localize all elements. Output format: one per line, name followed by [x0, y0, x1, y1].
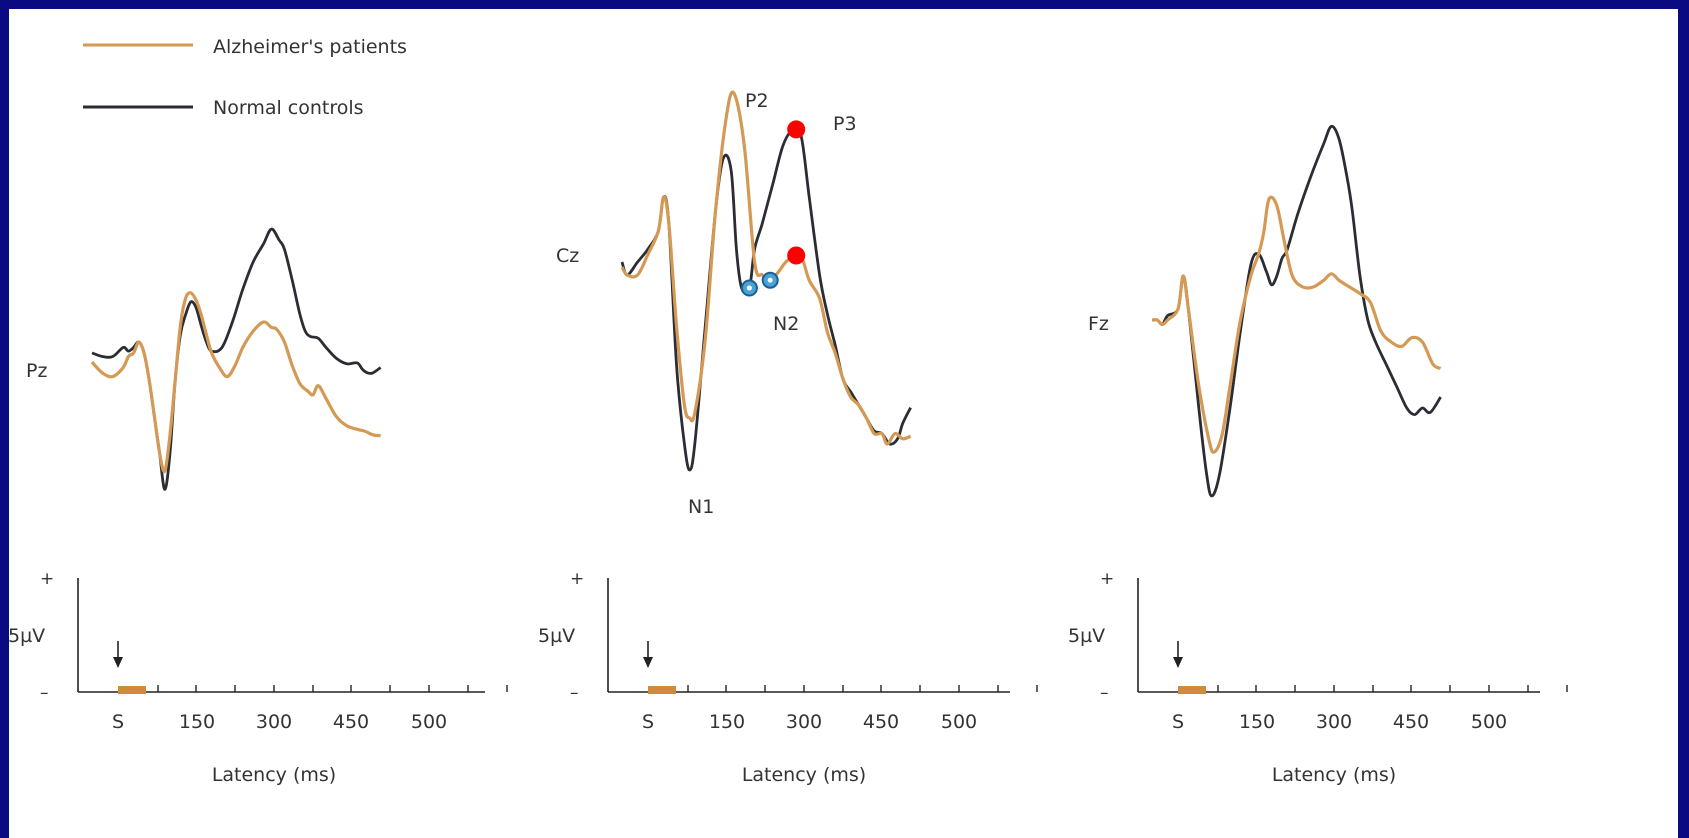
p3-marker: [787, 120, 806, 139]
legend-alzheimer-label: Alzheimer's patients: [213, 36, 407, 58]
stimulus-arrow-head: [1173, 657, 1183, 668]
scale-minus-label: –: [40, 683, 49, 703]
latency-axis-title: Latency (ms): [742, 764, 866, 786]
peak-label-n2: N2: [773, 313, 799, 335]
latency-tick-label: 450: [333, 711, 369, 733]
scale-plus-label: +: [570, 569, 584, 589]
trace-pz-alzheimer: [90, 291, 381, 474]
electrode-label-cz: Cz: [556, 245, 579, 267]
latency-axis-title: Latency (ms): [212, 764, 336, 786]
peak-label-p3: P3: [833, 113, 857, 135]
latency-tick-label: 500: [941, 711, 977, 733]
peak-label-p2: P2: [745, 90, 769, 112]
trace-fz-alzheimer: [1151, 195, 1442, 454]
legend-normal-label: Normal controls: [213, 97, 364, 119]
latency-tick-label: S: [642, 711, 654, 733]
scale-value-label: 5µV: [9, 625, 45, 647]
scale-minus-label: –: [570, 683, 579, 703]
latency-tick-label: 150: [179, 711, 215, 733]
latency-tick-label: 300: [256, 711, 292, 733]
n2-marker-center: [767, 277, 773, 283]
peak-label-n1: N1: [688, 496, 714, 518]
latency-tick-label: 300: [786, 711, 822, 733]
peak-markers: [740, 120, 806, 297]
erp-traces: [90, 90, 1442, 498]
stimulus-arrow-head: [643, 657, 653, 668]
erp-figure: Alzheimer's patients Normal controls Pz …: [9, 36, 1568, 786]
latency-tick-label: 500: [411, 711, 447, 733]
electrode-label-pz: Pz: [26, 360, 47, 382]
latency-tick-label: S: [1172, 711, 1184, 733]
latency-tick-label: 300: [1316, 711, 1352, 733]
latency-tick-label: 150: [1239, 711, 1275, 733]
scale-axes: +5µV – S 150 300 450 500 Latency (ms) +5µV – S 150 3…: [9, 569, 1568, 786]
trace-fz-normal: [1151, 124, 1442, 498]
latency-tick-label: 150: [709, 711, 745, 733]
p3-marker: [787, 246, 806, 265]
latency-tick-label: 500: [1471, 711, 1507, 733]
scale-plus-label: +: [40, 569, 54, 589]
scale-minus-label: –: [1100, 683, 1109, 703]
scale-plus-label: +: [1100, 569, 1114, 589]
stimulus-bar: [648, 686, 676, 694]
latency-tick-label: 450: [863, 711, 899, 733]
scale-value-label: 5µV: [1068, 625, 1105, 647]
stimulus-arrow-head: [113, 657, 123, 668]
stimulus-bar: [1178, 686, 1206, 694]
trace-cz-alzheimer: [620, 90, 912, 446]
latency-axis-title: Latency (ms): [1272, 764, 1396, 786]
stimulus-bar: [118, 686, 146, 694]
electrode-label-fz: Fz: [1088, 313, 1109, 335]
scale-value-label: 5µV: [538, 625, 575, 647]
figure-panel: Alzheimer's patients Normal controls Pz …: [9, 9, 1678, 838]
n2-marker-center: [746, 285, 752, 291]
latency-tick-label: 450: [1393, 711, 1429, 733]
latency-tick-label: S: [112, 711, 124, 733]
